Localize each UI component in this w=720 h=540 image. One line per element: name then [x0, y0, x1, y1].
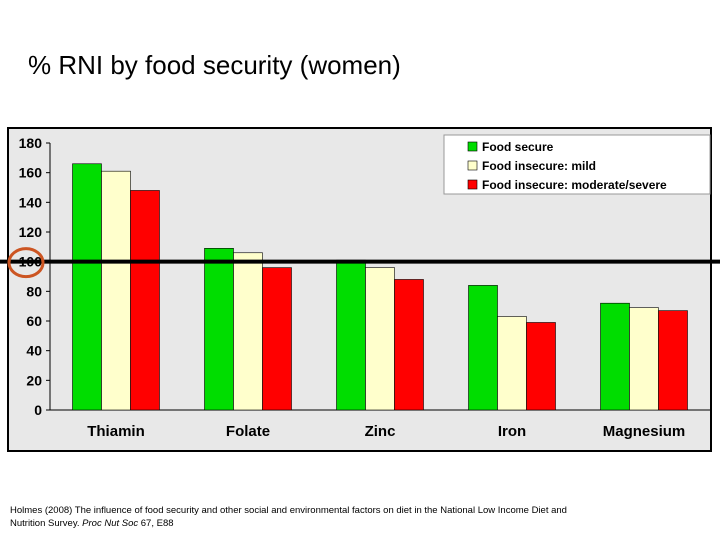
x-category-label: Zinc: [365, 423, 396, 440]
y-tick-label: 40: [26, 343, 42, 359]
legend-box: [443, 134, 711, 195]
y-tick-label: 20: [26, 372, 42, 388]
bar: [204, 248, 234, 411]
citation-text: Holmes (2008) The influence of food secu…: [10, 505, 567, 529]
bar: [526, 322, 556, 411]
y-tick-label: 80: [26, 283, 42, 299]
bar: [394, 279, 424, 411]
highlight-circle: [7, 247, 45, 279]
x-category-label: Thiamin: [87, 423, 145, 440]
bar: [468, 285, 498, 411]
legend-swatch: [467, 141, 478, 152]
bar: [262, 267, 292, 411]
y-tick-label: 60: [26, 313, 42, 329]
x-category-label: Iron: [498, 423, 526, 440]
y-tick-label: 160: [19, 165, 43, 181]
citation-journal: Proc Nut Soc: [82, 518, 139, 529]
bar: [72, 163, 102, 411]
citation-volume: 67, E88: [138, 518, 174, 529]
bar: [130, 190, 160, 411]
bar: [600, 302, 630, 411]
legend-label: Food insecure: mild: [482, 159, 596, 173]
y-tick-label: 180: [19, 135, 43, 151]
bar: [658, 310, 688, 411]
y-tick-label: 120: [19, 224, 43, 240]
citation: Holmes (2008) The influence of food secu…: [10, 504, 570, 530]
legend-swatch: [467, 160, 478, 171]
y-tick-label: 0: [34, 402, 42, 418]
legend-label: Food secure: [482, 140, 554, 154]
bar: [101, 170, 131, 411]
x-category-label: Folate: [226, 423, 270, 440]
slide-title: % RNI by food security (women): [28, 50, 401, 80]
legend-label: Food insecure: moderate/severe: [482, 178, 667, 192]
bar: [365, 267, 395, 411]
bar: [629, 307, 659, 411]
x-category-label: Magnesium: [603, 423, 686, 440]
bar: [497, 316, 527, 411]
bar: [336, 259, 366, 411]
bar: [233, 252, 263, 411]
y-tick-label: 140: [19, 194, 43, 210]
legend-swatch: [467, 179, 478, 190]
